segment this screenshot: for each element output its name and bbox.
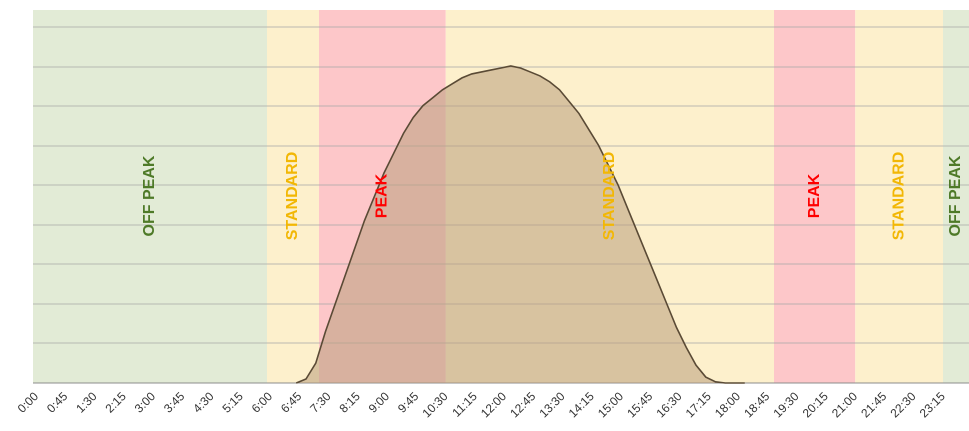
x-tick-label: 0:00 bbox=[15, 389, 42, 416]
x-tick-label: 22:30 bbox=[887, 389, 918, 420]
tariff-band-label: OFF PEAK bbox=[947, 155, 964, 236]
x-tick-label: 14:15 bbox=[566, 389, 597, 420]
x-tick-label: 12:45 bbox=[507, 389, 538, 420]
x-tick-label: 21:00 bbox=[829, 389, 860, 420]
x-tick-label: 9:00 bbox=[366, 389, 393, 416]
tariff-band-label: PEAK bbox=[374, 173, 391, 218]
x-tick-label: 10:30 bbox=[419, 389, 450, 420]
series-line bbox=[295, 65, 745, 384]
x-tick-label: 3:00 bbox=[132, 389, 159, 416]
x-tick-label: 2:15 bbox=[102, 389, 129, 416]
x-tick-label: 4:30 bbox=[190, 389, 217, 416]
generation-area bbox=[295, 65, 745, 384]
x-tick-label: 6:00 bbox=[249, 389, 276, 416]
x-tick-label: 9:45 bbox=[395, 389, 422, 416]
x-tick-label: 15:00 bbox=[595, 389, 626, 420]
tariff-band-label: PEAK bbox=[806, 173, 823, 218]
x-tick-label: 20:15 bbox=[800, 389, 831, 420]
tariff-band bbox=[943, 10, 969, 383]
series-area bbox=[296, 66, 745, 383]
x-tick-label: 18:00 bbox=[712, 389, 743, 420]
x-tick-label: 13:30 bbox=[536, 389, 567, 420]
x-tick-label: 23:15 bbox=[917, 389, 948, 420]
x-tick-label: 6:45 bbox=[278, 389, 305, 416]
x-tick-label: 11:15 bbox=[449, 389, 480, 420]
tariff-band-labels: OFF PEAK STANDARD PEAK STANDARD PEAK STANDARD… bbox=[141, 152, 964, 241]
x-tick-label: 5:15 bbox=[219, 389, 246, 416]
x-tick-label: 7:30 bbox=[307, 389, 334, 416]
tariff-band bbox=[33, 10, 267, 383]
x-axis-tick-labels: 0:00 0:45 1:30 2:15 3:00 3:45 4:30 5:15 6:00 6:45… bbox=[15, 389, 948, 420]
x-tick-label: 8:15 bbox=[336, 389, 363, 416]
x-tick-label: 3:45 bbox=[161, 389, 188, 416]
tariff-band-label: OFF PEAK bbox=[141, 155, 158, 236]
x-tick-label: 12:00 bbox=[478, 389, 509, 420]
tariff-band-label: STANDARD bbox=[284, 152, 301, 241]
tariff-band bbox=[855, 10, 943, 383]
x-tick-label: 0:45 bbox=[44, 389, 71, 416]
tariff-band bbox=[774, 10, 856, 383]
x-tick-label: 18:45 bbox=[741, 389, 772, 420]
x-tick-label: 19:30 bbox=[770, 389, 801, 420]
tariff-band-label: STANDARD bbox=[890, 152, 907, 241]
x-tick-label: 16:30 bbox=[653, 389, 684, 420]
x-tick-label: 21:45 bbox=[858, 389, 889, 420]
x-tick-label: 1:30 bbox=[73, 389, 100, 416]
tariff-band bbox=[267, 10, 319, 383]
tariff-band-label: STANDARD bbox=[601, 152, 618, 241]
x-tick-label: 15:45 bbox=[624, 389, 655, 420]
x-tick-label: 17:15 bbox=[683, 389, 714, 420]
